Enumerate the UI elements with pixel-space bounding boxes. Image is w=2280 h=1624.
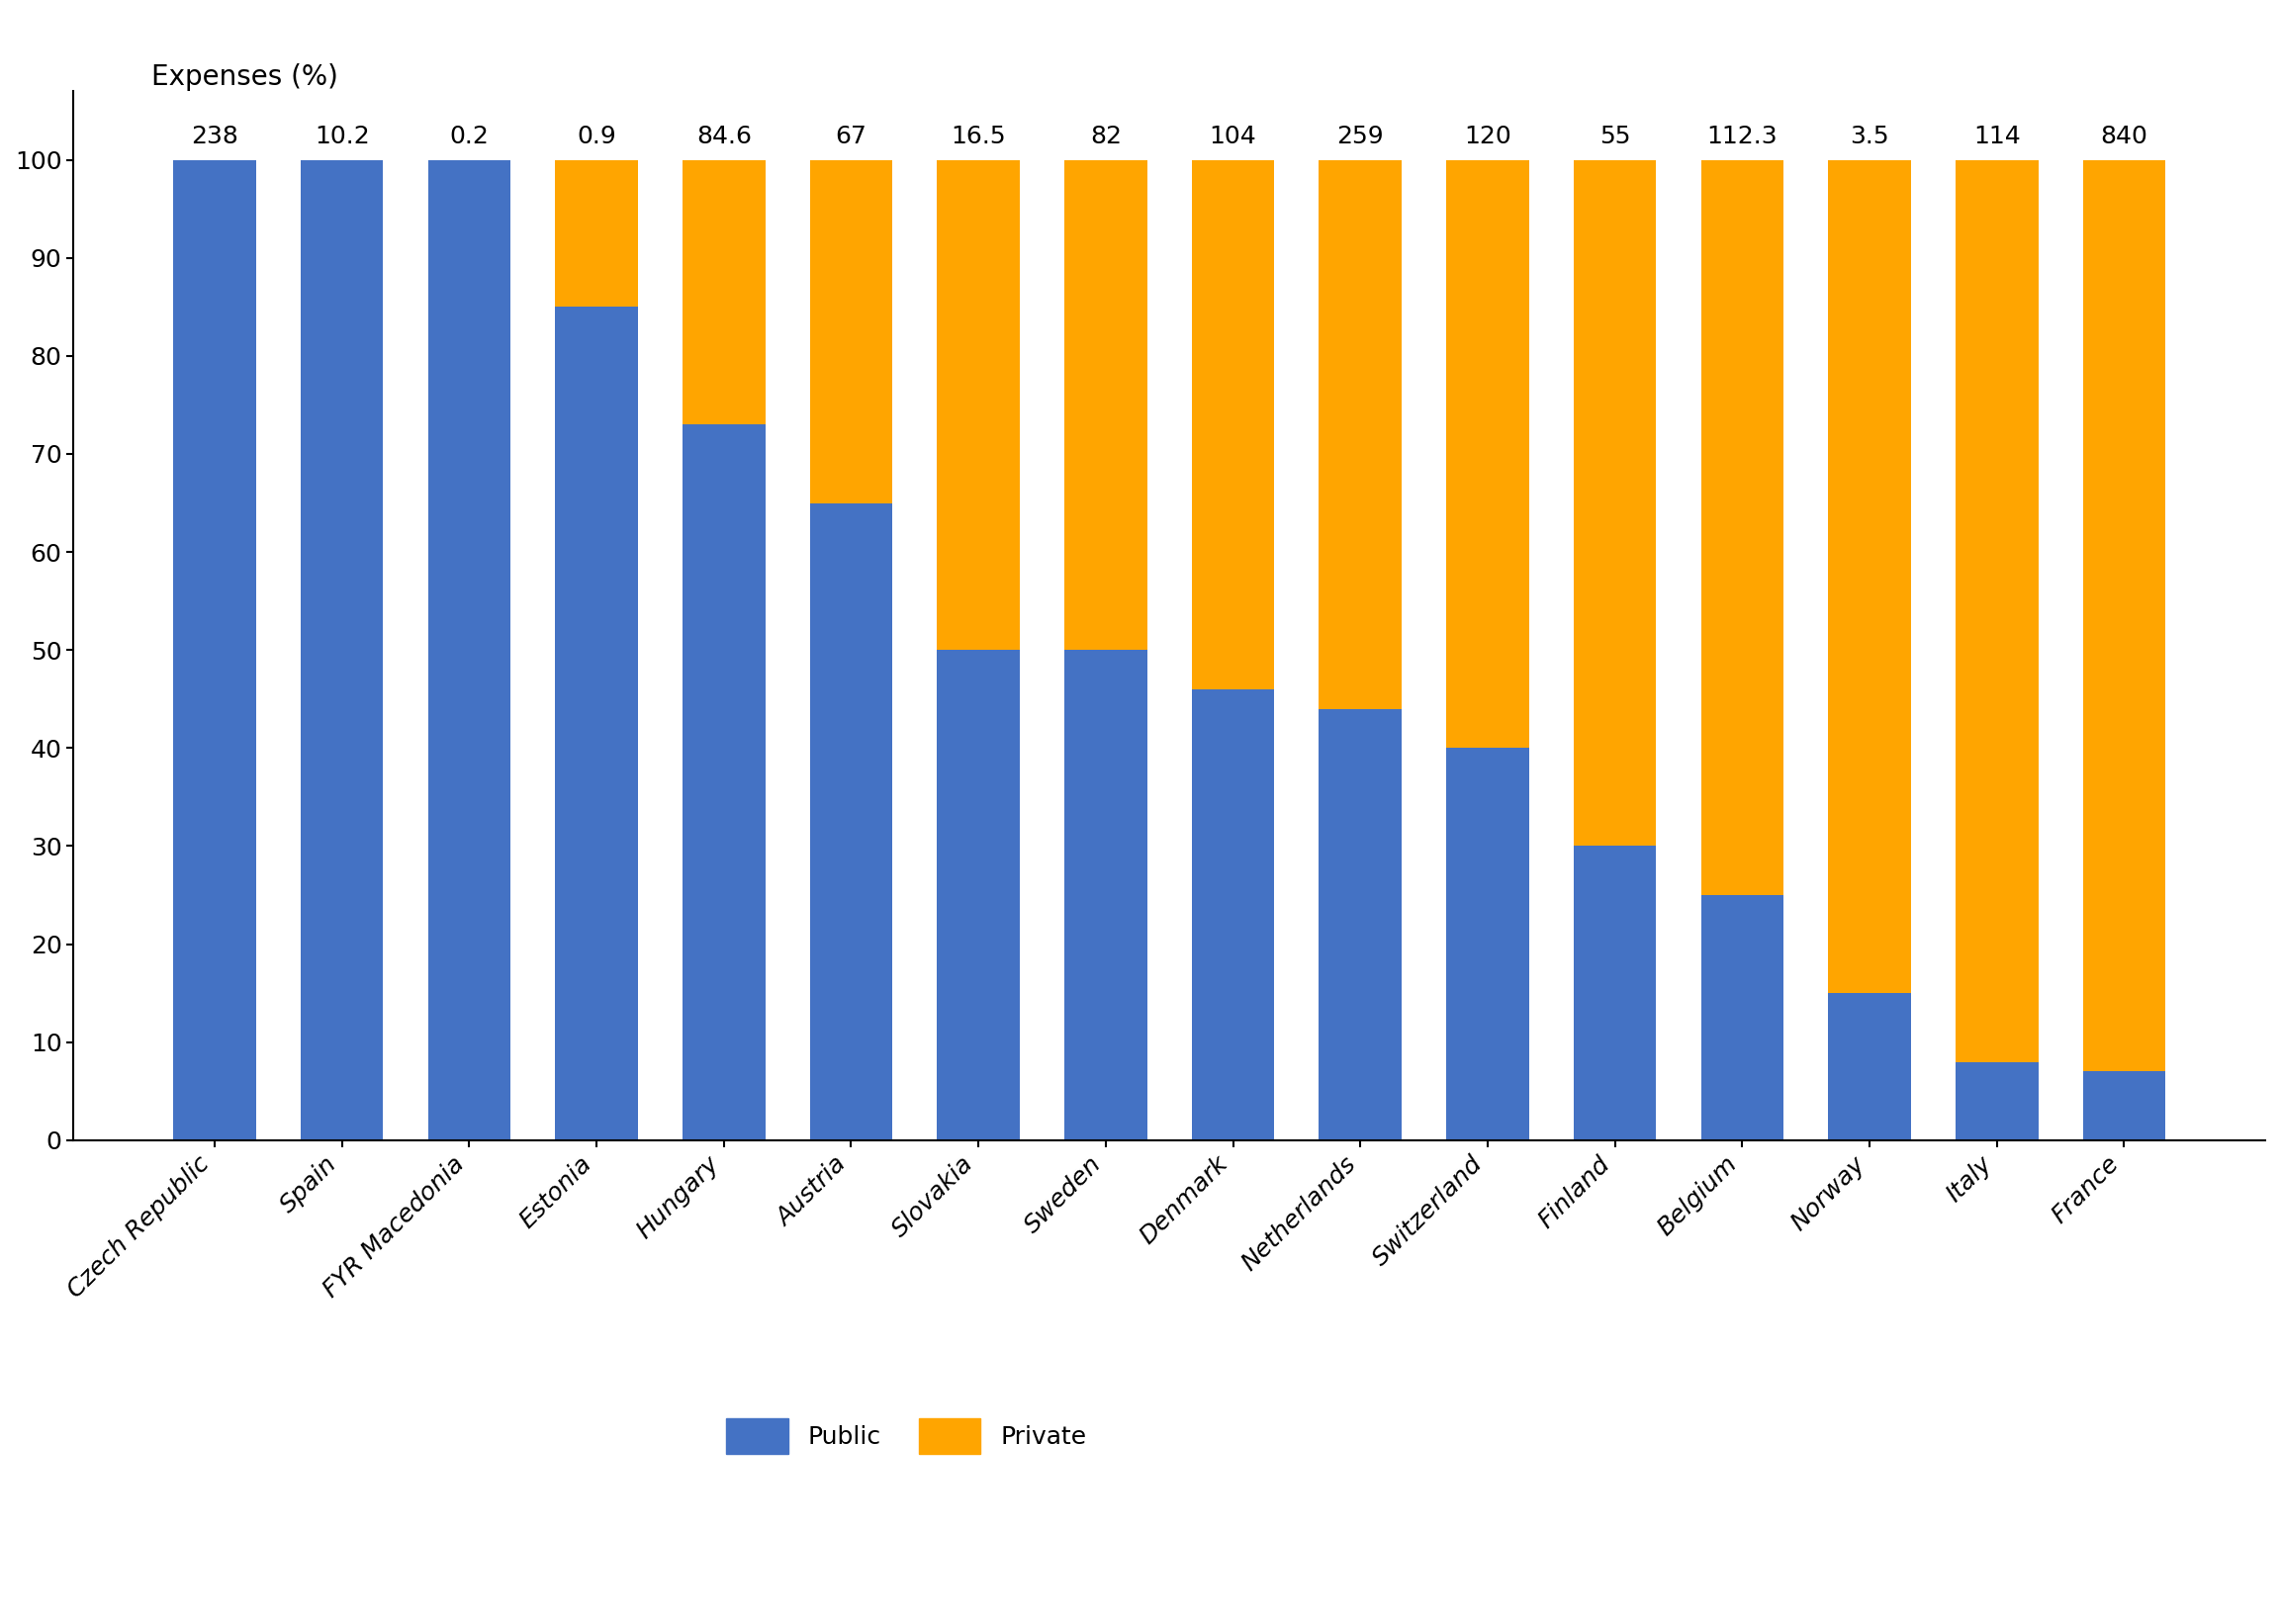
Bar (1192, 689, 1275, 1140)
Bar (1065, 159, 1147, 650)
Bar (301, 159, 383, 1140)
Text: 0.9: 0.9 (577, 125, 616, 148)
Bar (173, 159, 255, 1140)
Text: 10.2: 10.2 (315, 125, 369, 148)
Text: Expenses (%): Expenses (%) (150, 63, 337, 91)
Text: 67: 67 (834, 125, 866, 148)
Text: 82: 82 (1090, 125, 1122, 148)
Text: 55: 55 (1598, 125, 1630, 148)
Bar (682, 159, 766, 424)
Bar (937, 159, 1019, 650)
Bar (554, 159, 638, 307)
Bar (429, 159, 511, 1140)
Bar (554, 307, 638, 1140)
Text: 120: 120 (1464, 125, 1512, 148)
Bar (1318, 708, 1402, 1140)
Text: 114: 114 (1972, 125, 2020, 148)
Bar (1446, 749, 1530, 1140)
Bar (2084, 159, 2166, 1072)
Bar (809, 159, 891, 503)
Text: 3.5: 3.5 (1849, 125, 1890, 148)
Bar (1701, 159, 1783, 895)
Bar (1573, 159, 1655, 846)
Text: 0.2: 0.2 (449, 125, 488, 148)
Bar (1573, 846, 1655, 1140)
Bar (1446, 159, 1530, 749)
Text: 16.5: 16.5 (951, 125, 1005, 148)
Bar (1829, 994, 1911, 1140)
Bar (2084, 1072, 2166, 1140)
Bar (1065, 650, 1147, 1140)
Text: 238: 238 (192, 125, 239, 148)
Legend: Public, Private: Public, Private (716, 1408, 1097, 1463)
Bar (937, 650, 1019, 1140)
Bar (682, 424, 766, 1140)
Text: 259: 259 (1336, 125, 1384, 148)
Bar (1956, 1062, 2038, 1140)
Text: 104: 104 (1208, 125, 1256, 148)
Bar (1829, 159, 1911, 994)
Bar (1956, 159, 2038, 1062)
Bar (1192, 159, 1275, 689)
Bar (1318, 159, 1402, 708)
Text: 84.6: 84.6 (695, 125, 752, 148)
Bar (809, 503, 891, 1140)
Text: 112.3: 112.3 (1708, 125, 1778, 148)
Text: 840: 840 (2100, 125, 2148, 148)
Bar (1701, 895, 1783, 1140)
